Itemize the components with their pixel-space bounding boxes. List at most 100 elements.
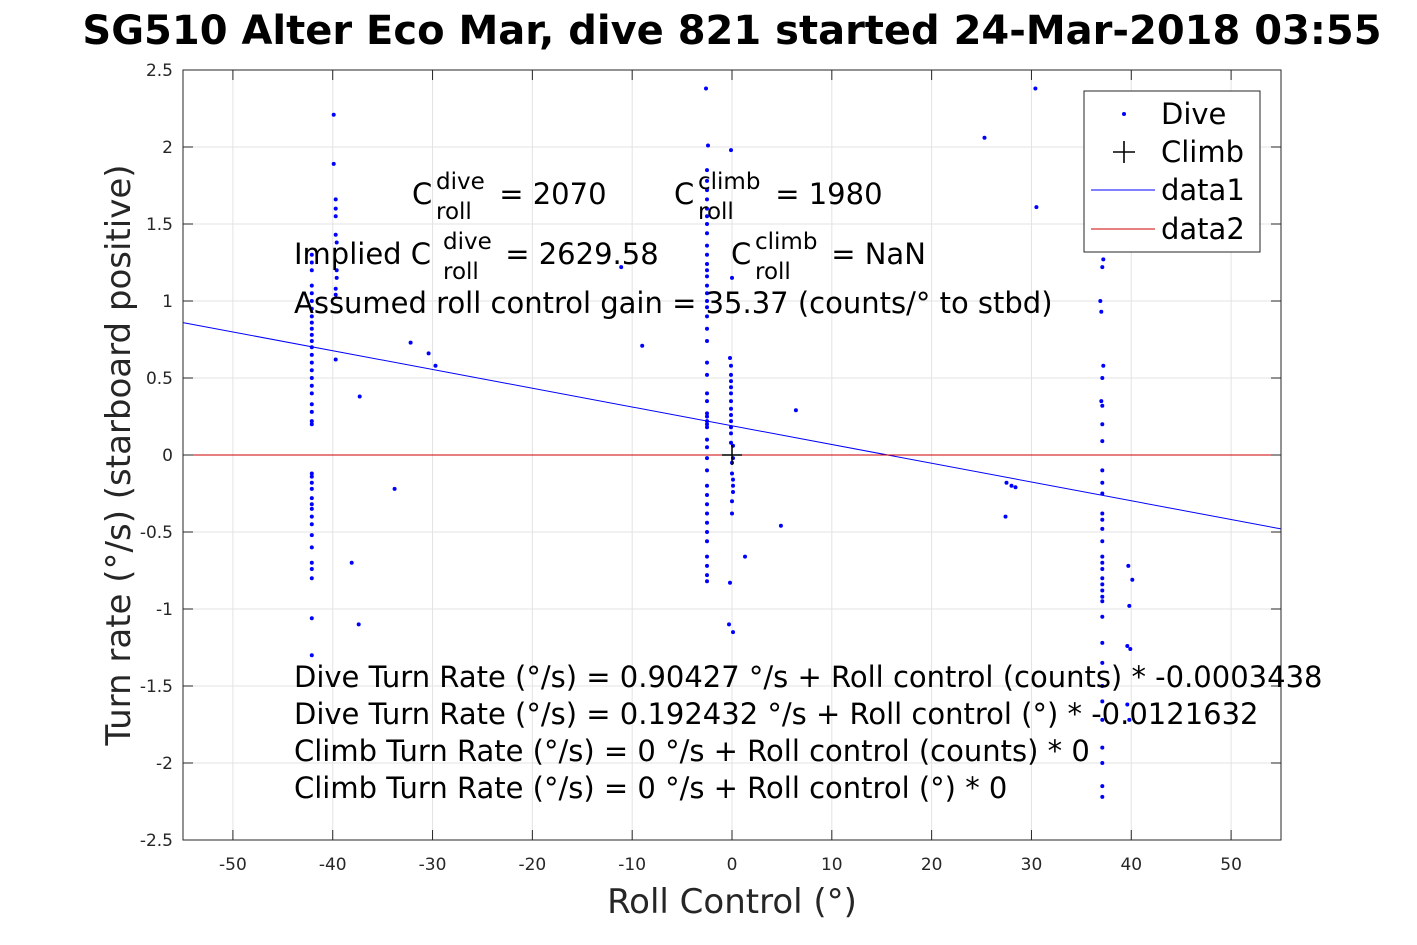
dive-point — [705, 314, 709, 319]
dive-point — [730, 499, 734, 504]
dive-point — [705, 422, 709, 427]
dive-point — [982, 135, 987, 140]
y-tick-label: -1 — [156, 600, 173, 620]
dive-point — [309, 383, 314, 388]
dive-point — [778, 523, 783, 528]
dive-point — [731, 477, 735, 482]
dive-point — [309, 360, 314, 365]
legend-data1-label: data1 — [1161, 173, 1245, 207]
dive-point — [309, 567, 314, 571]
dive-point — [1128, 647, 1133, 651]
dive-point — [1100, 717, 1105, 722]
dive-point — [309, 345, 314, 350]
implied-climb-base: C — [731, 237, 751, 271]
implied-prefix: Implied C — [294, 237, 431, 271]
dive-point — [793, 408, 798, 413]
dive-point — [333, 214, 338, 219]
dive-point — [705, 520, 709, 525]
y-tick-label: -2 — [156, 754, 173, 774]
dive-point — [705, 360, 709, 365]
dive-point — [1100, 794, 1105, 799]
dive-point — [1100, 439, 1105, 444]
dive-point — [730, 511, 734, 516]
dive-point — [705, 326, 709, 331]
dive-point — [1100, 761, 1105, 765]
dive-point — [1100, 567, 1105, 571]
y-tick-label: 1.5 — [146, 215, 173, 235]
dive-point — [1100, 614, 1105, 619]
y-tick-label: -2.5 — [140, 831, 173, 851]
dive-point — [333, 292, 338, 297]
dive-point — [1100, 582, 1105, 587]
dive-point — [1100, 480, 1105, 485]
dive-point — [743, 554, 747, 559]
x-tick-label: -40 — [319, 855, 347, 875]
ticks: -50 -40 -30 -20 -10 0 10 20 30 40 50-2.5-2-1.5-1-0… — [140, 61, 1281, 875]
dive-point — [1100, 745, 1105, 750]
x-tick-label: 10 — [821, 855, 843, 875]
dive-point — [705, 539, 709, 544]
dive-point — [705, 262, 709, 266]
dive-point — [309, 616, 314, 621]
dive-point — [1100, 576, 1105, 581]
dive-point — [705, 305, 709, 310]
dive-point — [705, 197, 709, 202]
dive-point — [309, 409, 314, 414]
dive-point — [619, 265, 624, 270]
dive-point — [729, 363, 733, 368]
dive-point — [729, 440, 733, 445]
dive-point — [357, 394, 362, 399]
dive-point — [1100, 588, 1105, 593]
dive-point — [309, 522, 314, 527]
dive-point — [309, 576, 314, 581]
dive-point — [728, 356, 732, 360]
dive-point — [309, 320, 314, 325]
dive-point — [729, 372, 733, 377]
dive-point — [729, 425, 733, 430]
c-dive-sub: roll — [436, 199, 472, 225]
dive-point — [309, 252, 314, 257]
y-tick-label: -1.5 — [140, 677, 173, 697]
dive-point — [1100, 265, 1105, 270]
dive-point — [705, 411, 709, 416]
dive-point — [309, 391, 314, 396]
dive-point — [1100, 699, 1105, 704]
dive-point — [309, 268, 314, 273]
dive-point — [730, 275, 734, 280]
dive-point — [356, 622, 361, 627]
dive-point — [1125, 644, 1130, 648]
dive-point — [729, 385, 733, 390]
implied-climb-sup: climb — [755, 229, 817, 255]
c-dive-sup: dive — [436, 169, 485, 195]
dive-point — [1033, 86, 1038, 91]
dive-point — [1099, 399, 1104, 404]
dive-point — [705, 391, 709, 396]
dive-point — [1100, 640, 1105, 645]
x-tick-label: 50 — [1220, 855, 1242, 875]
x-tick-label: -20 — [518, 855, 546, 875]
dive-point — [1100, 422, 1105, 427]
dive-point — [1003, 514, 1008, 519]
dive-point — [705, 299, 709, 303]
dive-point — [729, 413, 733, 417]
dive-point — [1098, 299, 1103, 303]
dive-point — [1100, 517, 1105, 522]
dive-point — [1100, 784, 1105, 789]
dive-point — [349, 560, 354, 565]
dive-point — [1101, 257, 1106, 262]
dive-point — [705, 291, 709, 296]
dive-point — [309, 332, 314, 337]
legend-data2-label: data2 — [1161, 212, 1245, 246]
dive-point — [309, 506, 314, 511]
dive-point — [705, 563, 709, 568]
dive-point — [729, 399, 733, 404]
dive-point — [309, 368, 314, 373]
dive-point — [1127, 717, 1132, 722]
climb-point — [722, 445, 742, 465]
dive-point — [309, 496, 314, 501]
dive-point — [727, 622, 731, 627]
dive-point — [333, 197, 338, 202]
dive-point — [1099, 309, 1104, 314]
x-tick-label: -50 — [219, 855, 247, 875]
